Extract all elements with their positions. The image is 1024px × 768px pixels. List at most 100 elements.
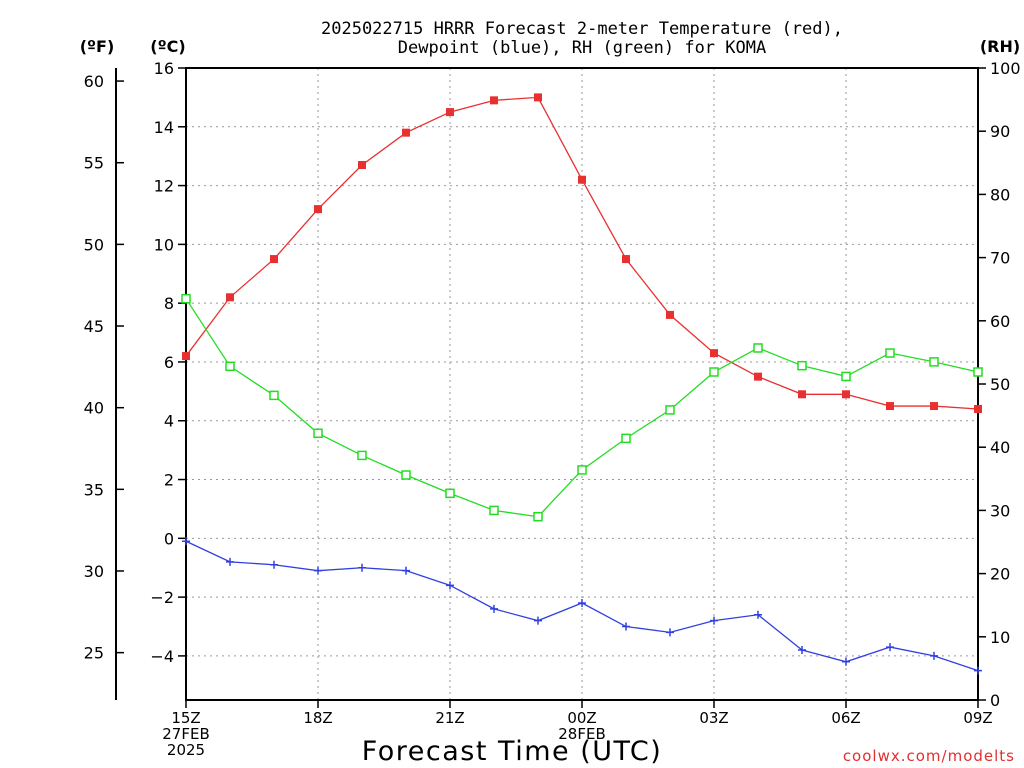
- x-axis-title: Forecast Time (UTC): [362, 736, 663, 767]
- rh-point: [181, 293, 191, 304]
- temperature-point: [578, 175, 586, 184]
- dewpoint-point: [886, 643, 894, 652]
- time-tick-label: 06Z: [831, 709, 860, 727]
- rh-unit-label: (RH): [980, 37, 1020, 56]
- temperature-point: [622, 255, 630, 264]
- celsius-tick-label: 2: [164, 471, 174, 490]
- dewpoint-point: [666, 628, 674, 637]
- celsius-tick-label: 4: [164, 412, 174, 431]
- rh-point: [753, 343, 763, 353]
- fahrenheit-tick-label: 60: [84, 72, 104, 91]
- rh-point: [621, 433, 631, 444]
- time-tick-label: 09Z: [963, 709, 992, 727]
- celsius-tick-label: 16: [154, 59, 174, 78]
- temperature-point: [930, 402, 938, 411]
- rh-point: [401, 470, 411, 480]
- dewpoint-point: [930, 651, 938, 660]
- dewpoint-point: [534, 616, 542, 625]
- rh-point: [973, 367, 983, 377]
- rh-line: [185, 298, 979, 518]
- fahrenheit-tick-label: 30: [84, 562, 104, 581]
- series: [181, 93, 983, 675]
- temperature-point: [534, 93, 542, 102]
- dewpoint-point: [754, 610, 762, 619]
- dewpoint-point: [710, 616, 718, 625]
- dewpoint-point: [974, 666, 982, 675]
- fahrenheit-tick-label: 35: [84, 480, 104, 499]
- temperature-point: [974, 404, 982, 413]
- rh-tick-label: 30: [990, 501, 1010, 520]
- gridlines: [186, 68, 978, 700]
- dewpoint-point: [226, 557, 234, 566]
- rh-point: [665, 405, 675, 415]
- fahrenheit-tick-label: 45: [84, 317, 104, 336]
- celsius-tick-label: −2: [150, 588, 174, 607]
- dewpoint-point: [490, 604, 498, 613]
- fahrenheit-unit-label: (ºF): [80, 37, 115, 56]
- rh-tick-label: 40: [990, 438, 1010, 457]
- fahrenheit-tick-label: 55: [84, 154, 104, 173]
- rh-point: [357, 450, 367, 461]
- temperature-point: [226, 293, 234, 302]
- temperature-point: [358, 161, 366, 170]
- temperature-point: [798, 390, 806, 399]
- rh-point: [929, 357, 939, 367]
- rh-point: [709, 367, 719, 377]
- fahrenheit-tick-label: 50: [84, 235, 104, 254]
- celsius-unit-label: (ºC): [150, 37, 185, 56]
- temperature-point: [402, 128, 410, 137]
- time-tick-label: 03Z: [699, 709, 728, 727]
- rh-point: [313, 428, 323, 439]
- fahrenheit-tick-label: 25: [84, 644, 104, 663]
- temperature-point: [446, 108, 454, 117]
- dewpoint-point: [578, 598, 586, 607]
- celsius-tick-label: 6: [164, 353, 174, 372]
- rh-point: [445, 488, 455, 499]
- temperature-point: [666, 310, 674, 319]
- rh-point: [841, 371, 851, 382]
- rh-point: [269, 390, 279, 401]
- title-line: 2025022715 HRRR Forecast 2-meter Tempera…: [321, 19, 843, 39]
- rh-tick-label: 10: [990, 628, 1010, 647]
- celsius-tick-label: 12: [154, 177, 174, 196]
- celsius-axis: 16 14 12 10 8 6 4 2 0 −2 −4: [150, 59, 186, 666]
- time-tick-label: 18Z: [303, 709, 332, 727]
- dewpoint-point: [358, 563, 366, 572]
- title-line: Dewpoint (blue), RH (green) for KOMA: [398, 38, 766, 58]
- rh-tick-label: 20: [990, 565, 1010, 584]
- temperature-point: [842, 390, 850, 399]
- dewpoint-point: [622, 622, 630, 631]
- rh-point: [225, 361, 235, 372]
- dewpoint-point: [182, 537, 190, 546]
- fahrenheit-axis: 60 55 50 45 40 35 30 25: [84, 72, 124, 663]
- axis-unit-labels: (ºF) (ºC) (RH): [80, 37, 1020, 56]
- rh-point: [577, 465, 587, 475]
- dewpoint-point: [842, 657, 850, 666]
- rh-tick-label: 70: [990, 249, 1010, 268]
- fahrenheit-tick-label: 40: [84, 399, 104, 418]
- temperature-point: [490, 96, 498, 105]
- rh-point: [885, 348, 895, 358]
- time-tick-label: 21Z: [435, 709, 464, 727]
- rh-tick-label: 90: [990, 122, 1010, 141]
- temperature-point: [270, 255, 278, 264]
- rh-point: [489, 505, 499, 516]
- time-tick-label: 15Z: [171, 709, 200, 727]
- rh-tick-label: 0: [990, 691, 1000, 710]
- time-tick-label: 28FEB: [558, 725, 605, 743]
- rh-point: [797, 360, 807, 371]
- time-tick-label: 00Z: [567, 709, 596, 727]
- celsius-tick-label: 10: [154, 235, 174, 254]
- temperature-point: [314, 205, 322, 214]
- rh-tick-label: 50: [990, 375, 1010, 394]
- dewpoint-point: [314, 566, 322, 575]
- celsius-tick-label: 8: [164, 294, 174, 313]
- dewpoint-point: [402, 566, 410, 575]
- rh-tick-label: 80: [990, 185, 1010, 204]
- time-tick-label: 27FEB: [162, 725, 209, 743]
- dewpoint-point: [798, 646, 806, 655]
- rh-point: [533, 511, 543, 522]
- time-tick-label: 2025: [167, 741, 205, 759]
